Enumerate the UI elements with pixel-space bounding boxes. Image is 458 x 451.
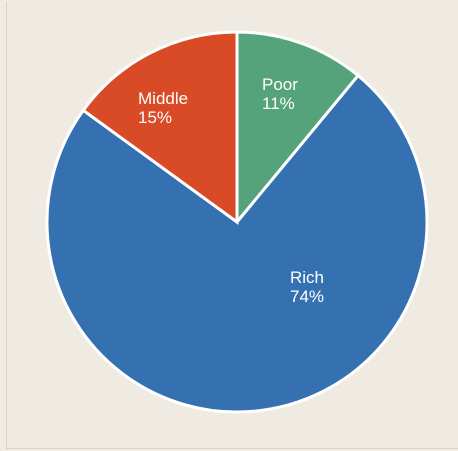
pie-slice-poor xyxy=(235,30,361,227)
slice-label-poor: Poor xyxy=(262,75,298,94)
slice-percent-poor: 11% xyxy=(262,94,295,113)
slice-label-middle: Middle xyxy=(138,89,188,108)
pie-slice-middle xyxy=(81,30,239,225)
slice-label-rich: Rich xyxy=(290,268,324,287)
slice-percent-rich: 74% xyxy=(290,287,324,306)
pie-slice-rich xyxy=(45,73,429,414)
pie-slices xyxy=(45,30,429,414)
slice-percent-middle: 15% xyxy=(138,108,172,127)
